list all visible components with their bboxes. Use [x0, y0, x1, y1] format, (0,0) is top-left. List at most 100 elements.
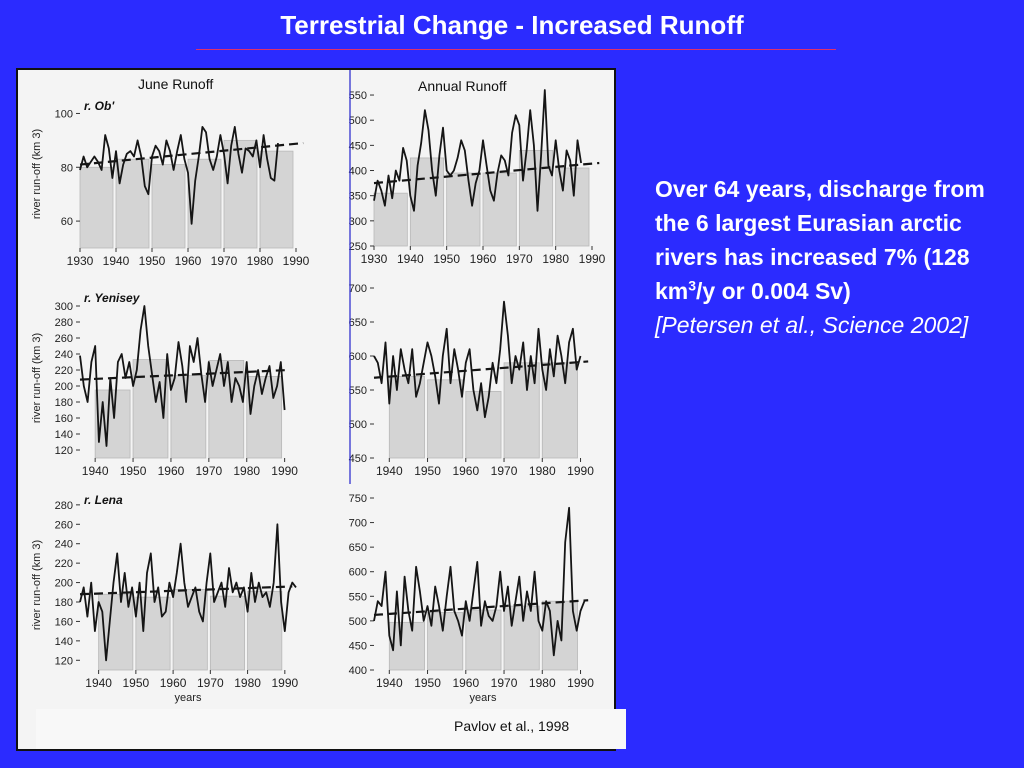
x-tick-label: 1960 — [452, 676, 479, 690]
x-tick-label: 1970 — [506, 252, 533, 266]
chart-rob-june: 60 80 100 1930 1940 1950 1960 1970 1980 1990 r. Ob… — [31, 99, 310, 268]
y-tick-label: 300 — [349, 216, 367, 228]
decade-bar — [247, 590, 283, 671]
x-tick-label: 1940 — [85, 676, 112, 690]
chart-ryenisey-annual: 450 500 550 600 650 700 1940 1950 1960 1970 1980 19… — [349, 283, 595, 478]
runoff-figure: 60 80 100 1930 1940 1950 1960 1970 1980 1990 r. Ob… — [16, 68, 626, 751]
source-citation: Pavlov et al., 1998 — [454, 718, 570, 734]
x-tick-label: 1950 — [433, 252, 460, 266]
x-tick-label: 1940 — [82, 464, 109, 478]
y-tick-label: 700 — [349, 518, 367, 530]
slide-title: Terrestrial Change - Increased Runoff — [280, 10, 744, 40]
y-tick-label: 100 — [55, 108, 73, 120]
y-tick-label: 400 — [349, 665, 367, 677]
runoff-series-line — [373, 89, 582, 212]
june-runoff-label: June Runoff — [138, 76, 214, 92]
y-tick-label: 260 — [55, 333, 73, 345]
decade-bar — [482, 172, 517, 247]
chart-rlena-annual: 400 450 500 550 600 650 700 750 1940 1950 1960 1970… — [349, 493, 595, 704]
x-tick-label: 1940 — [103, 254, 130, 268]
summary-post: /y or 0.004 Sv) — [696, 278, 851, 304]
y-axis-label: river run-off (km 3) — [31, 129, 43, 219]
river-name: r. Ob' — [84, 99, 115, 113]
summary-citation: [Petersen et al., Science 2002] — [655, 312, 969, 338]
y-tick-label: 450 — [349, 140, 367, 152]
y-tick-label: 80 — [61, 162, 73, 174]
trend-line — [79, 141, 304, 166]
y-tick-label: 200 — [55, 578, 73, 590]
decade-bar — [503, 605, 540, 671]
y-tick-label: 750 — [349, 493, 367, 505]
x-tick-label: 1970 — [491, 676, 518, 690]
x-tick-label: 1950 — [414, 676, 441, 690]
summary-main: Over 64 years, discharge from the 6 larg… — [655, 176, 985, 304]
chart-rlena-june: 120 140 160 180 200 220 240 260 280 1940 1950 1960 1… — [31, 493, 298, 704]
y-tick-label: 120 — [55, 655, 73, 667]
decade-bar — [465, 609, 502, 671]
x-tick-label: 1990 — [579, 252, 606, 266]
x-tick-label: 1990 — [271, 676, 298, 690]
x-tick-label: 1960 — [158, 464, 185, 478]
x-tick-label: 1990 — [283, 254, 310, 268]
x-tick-label: 1970 — [195, 464, 222, 478]
x-tick-label: 1940 — [376, 464, 403, 478]
summary-superscript: 3 — [688, 277, 697, 294]
decade-bar — [373, 192, 408, 247]
chart-rob-annual: 250 300 350 400 450 500 550 1930 1940 1950 1960 197… — [349, 89, 606, 266]
y-tick-label: 700 — [349, 283, 367, 295]
y-tick-label: 550 — [349, 385, 367, 397]
y-tick-label: 280 — [55, 500, 73, 512]
annual-runoff-label: Annual Runoff — [418, 78, 507, 94]
runoff-series-line — [79, 523, 297, 662]
y-tick-label: 240 — [55, 539, 73, 551]
x-tick-label: 1940 — [397, 252, 424, 266]
decade-bar — [446, 172, 481, 247]
x-tick-label: 1970 — [491, 464, 518, 478]
y-tick-label: 650 — [349, 542, 367, 554]
decade-bar — [209, 595, 245, 671]
x-tick-label: 1950 — [120, 464, 147, 478]
runoff-series-line — [373, 300, 582, 419]
trend-line — [79, 585, 293, 596]
river-name: r. Lena — [84, 493, 123, 507]
y-tick-label: 450 — [349, 640, 367, 652]
x-tick-label: 1980 — [234, 676, 261, 690]
decade-bar — [427, 612, 464, 671]
summary-text: Over 64 years, discharge from the 6 larg… — [655, 172, 1005, 342]
x-axis-label: years — [470, 692, 497, 704]
y-tick-label: 500 — [349, 419, 367, 431]
x-tick-label: 1950 — [139, 254, 166, 268]
y-tick-label: 550 — [349, 591, 367, 603]
decade-bar — [79, 166, 114, 249]
y-tick-label: 160 — [55, 413, 73, 425]
x-tick-label: 1960 — [175, 254, 202, 268]
river-name: r. Yenisey — [84, 291, 141, 305]
x-tick-label: 1930 — [361, 252, 388, 266]
y-tick-label: 120 — [55, 445, 73, 457]
x-tick-label: 1950 — [414, 464, 441, 478]
x-tick-label: 1990 — [567, 676, 594, 690]
trend-line — [373, 161, 600, 185]
summary-pre: Over 64 years, discharge from the 6 larg… — [655, 176, 985, 304]
runoff-series-line — [79, 305, 286, 447]
title-underline — [196, 49, 836, 50]
x-tick-label: 1980 — [542, 252, 569, 266]
y-tick-label: 180 — [55, 397, 73, 409]
decade-bar — [259, 150, 294, 249]
y-tick-label: 600 — [349, 567, 367, 579]
x-tick-label: 1980 — [247, 254, 274, 268]
decade-bar — [541, 362, 578, 459]
x-tick-label: 1970 — [197, 676, 224, 690]
x-tick-label: 1980 — [529, 676, 556, 690]
y-tick-label: 160 — [55, 616, 73, 628]
y-tick-label: 140 — [55, 636, 73, 648]
source-panel — [36, 709, 626, 749]
y-tick-label: 140 — [55, 429, 73, 441]
y-tick-label: 220 — [55, 558, 73, 570]
y-tick-label: 350 — [349, 191, 367, 203]
chart-ryenisey-june: 120 140 160 180 200 220 240 260 280 300 1940 1950 19… — [31, 291, 298, 478]
x-tick-label: 1960 — [452, 464, 479, 478]
x-tick-label: 1940 — [376, 676, 403, 690]
trend-line — [373, 360, 589, 379]
y-tick-label: 550 — [349, 90, 367, 102]
